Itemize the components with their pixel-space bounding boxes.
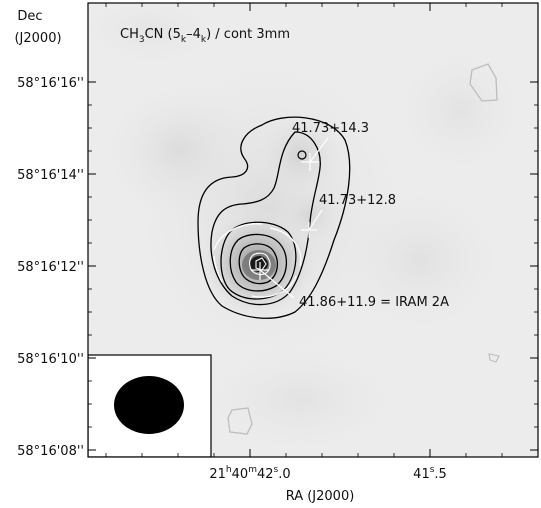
x-tick-label-1: 21h40m42s.0 [209, 465, 290, 482]
shell-arcs [213, 223, 302, 298]
y-axis-label-line2: (J2000) [14, 31, 61, 46]
y-tick-label: 58°16'08'' [17, 444, 84, 459]
source-label-1: 41.73+14.3 [292, 121, 369, 136]
y-tick-label: 58°16'16'' [17, 76, 84, 91]
y-axis-label-line1: Dec [17, 9, 42, 24]
chart-title: CH3CN (5k–4k) / cont 3mm [120, 27, 290, 45]
y-axis-ticks: 58°16'16'' 58°16'14'' 58°16'12'' 58°16'10''… [17, 76, 538, 459]
small-contour [297, 150, 307, 160]
beam-ellipse [114, 376, 184, 434]
contour-level-5 [238, 243, 279, 285]
plot-area [88, 3, 538, 457]
negative-contour [488, 353, 500, 363]
contour-level-7 [255, 257, 267, 271]
plot-frame [87, 2, 539, 458]
negative-contour [227, 407, 253, 435]
contour-level-2 [210, 131, 321, 306]
negative-contour [469, 63, 498, 102]
y-tick-label: 58°16'10'' [17, 352, 84, 367]
source-marker-1 [301, 137, 329, 171]
y-tick-label: 58°16'12'' [17, 260, 84, 275]
x-axis-ticks [105, 3, 503, 457]
contour-level-1 [197, 116, 351, 319]
x-tick-label-2: 41s.5 [413, 465, 447, 482]
source-marker-2 [301, 209, 323, 238]
y-tick-label: 58°16'14'' [17, 168, 84, 183]
source-marker-3 [251, 262, 295, 299]
x-axis-label: RA (J2000) [286, 489, 355, 504]
source-label-2: 41.73+12.8 [319, 193, 396, 208]
contour-level-4 [229, 233, 287, 292]
source-label-3: 41.86+11.9 = IRAM 2A [299, 295, 449, 310]
